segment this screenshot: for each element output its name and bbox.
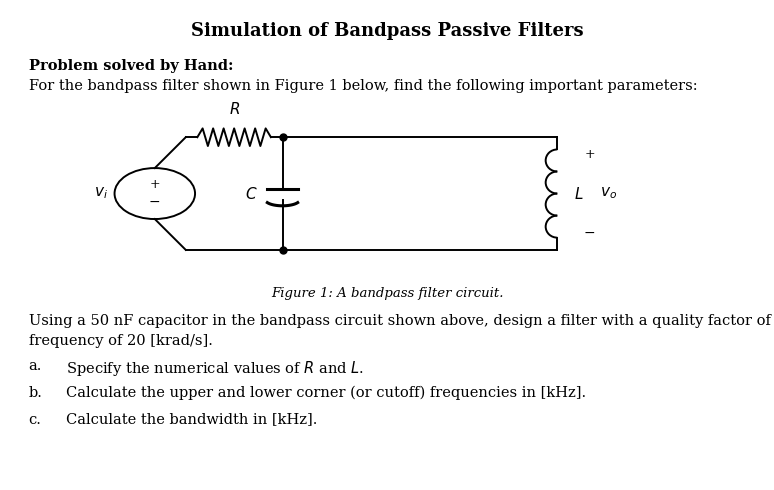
- Text: Problem solved by Hand:: Problem solved by Hand:: [29, 59, 233, 73]
- Text: b.: b.: [29, 386, 43, 400]
- Text: For the bandpass filter shown in Figure 1 below, find the following important pa: For the bandpass filter shown in Figure …: [29, 79, 697, 94]
- Text: +: +: [149, 178, 160, 191]
- Text: $C$: $C$: [245, 186, 258, 201]
- Text: frequency of 20 [krad/s].: frequency of 20 [krad/s].: [29, 334, 213, 348]
- Text: $L$: $L$: [574, 186, 584, 201]
- Text: Simulation of Bandpass Passive Filters: Simulation of Bandpass Passive Filters: [190, 22, 584, 40]
- Text: Calculate the upper and lower corner (or cutoff) frequencies in [kHz].: Calculate the upper and lower corner (or…: [66, 386, 586, 400]
- Text: $R$: $R$: [228, 100, 240, 117]
- Text: Specify the numerical values of $R$ and $L$.: Specify the numerical values of $R$ and …: [66, 359, 364, 378]
- Text: Using a 50 nF capacitor in the bandpass circuit shown above, design a filter wit: Using a 50 nF capacitor in the bandpass …: [29, 314, 774, 328]
- Text: $v_o$: $v_o$: [600, 186, 617, 201]
- Text: c.: c.: [29, 413, 42, 427]
- Text: Figure 1: A bandpass filter circuit.: Figure 1: A bandpass filter circuit.: [271, 287, 503, 300]
- Text: a.: a.: [29, 359, 42, 373]
- Text: Calculate the bandwidth in [kHz].: Calculate the bandwidth in [kHz].: [66, 413, 317, 427]
- Text: $v_i$: $v_i$: [94, 186, 108, 201]
- Text: −: −: [149, 196, 161, 209]
- Text: −: −: [584, 226, 596, 240]
- Text: +: +: [584, 148, 595, 161]
